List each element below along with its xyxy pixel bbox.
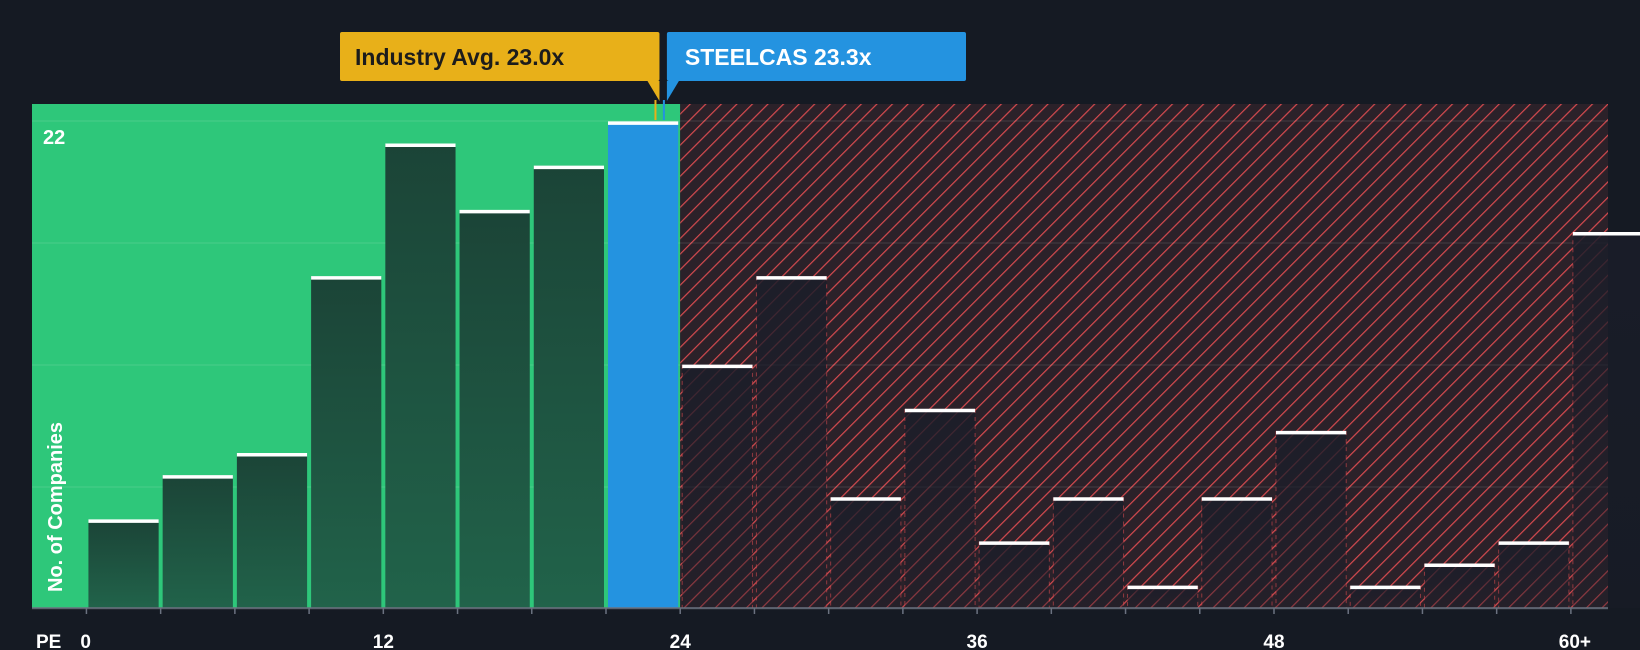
- industry-avg-pointer: [647, 81, 660, 101]
- bar: [162, 475, 233, 608]
- x-tick-label: 24: [670, 632, 692, 650]
- bar-company: [607, 121, 679, 609]
- bar: [1127, 585, 1198, 608]
- bar: [1350, 585, 1421, 608]
- bar: [385, 143, 456, 608]
- bar: [904, 409, 976, 608]
- x-tick-label: 36: [967, 632, 988, 650]
- company-callout: [666, 32, 966, 81]
- bar: [1498, 541, 1569, 608]
- bars-group: [88, 121, 1640, 609]
- x-axis: 0 12 24 36 48 60+: [32, 607, 1608, 650]
- bar: [756, 276, 827, 608]
- callouts: Industry Avg. 23.0x STEELCAS 23.3x: [340, 32, 966, 120]
- bar: [979, 541, 1050, 608]
- industry-avg-callout: [340, 32, 660, 81]
- bar: [236, 453, 308, 608]
- bar: [1424, 563, 1495, 608]
- bar: [88, 519, 159, 608]
- bar: [1572, 232, 1640, 609]
- company-pointer: [666, 81, 679, 101]
- x-tick-label: 48: [1263, 632, 1284, 650]
- company-label: STEELCAS 23.3x: [685, 44, 872, 70]
- x-axis-label: PE: [36, 632, 61, 650]
- x-tick-label: 0: [80, 632, 91, 650]
- industry-avg-label: Industry Avg. 23.0x: [355, 44, 564, 70]
- bar: [311, 276, 382, 608]
- bar: [682, 364, 753, 608]
- y-axis-label: No. of Companies: [45, 422, 67, 592]
- x-tick-label: 60+: [1559, 632, 1591, 650]
- bar: [1201, 497, 1272, 608]
- bar: [533, 165, 604, 609]
- y-tick-label: 22: [43, 127, 65, 149]
- bar: [830, 497, 901, 608]
- bar: [1275, 431, 1347, 608]
- bar: [1053, 497, 1124, 608]
- bar: [459, 210, 530, 608]
- x-tick-label: 12: [373, 632, 394, 650]
